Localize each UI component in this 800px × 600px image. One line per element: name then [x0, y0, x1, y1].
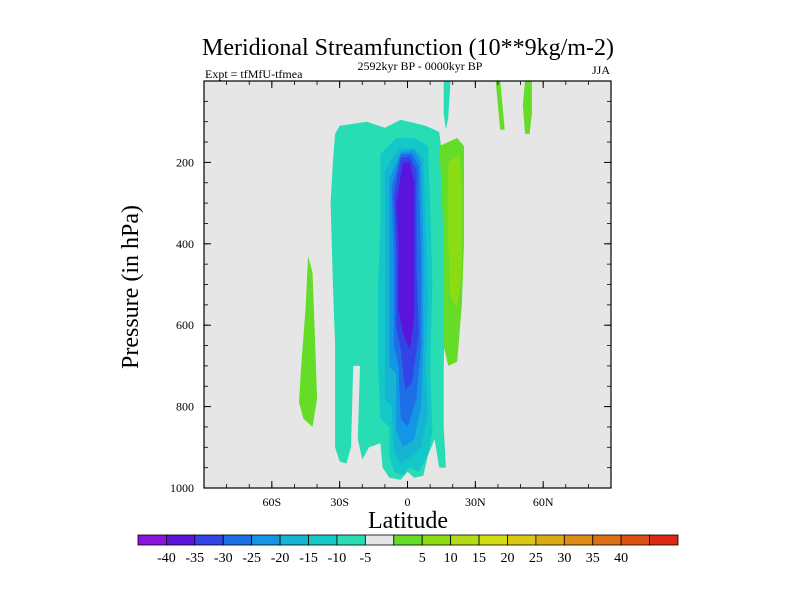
contour-region-pos5-12 — [495, 81, 505, 130]
contour-region-neg35-9 — [396, 162, 415, 350]
colorbar-box — [649, 534, 679, 546]
time-range-label: 2592kyr BP - 0000kyr BP — [358, 59, 483, 73]
colorbar-label: 35 — [586, 551, 600, 566]
colorbar-box — [535, 534, 565, 546]
colorbar-label: 25 — [529, 551, 543, 566]
colorbar-box — [166, 534, 196, 546]
colorbar-box — [592, 534, 622, 546]
contour-region-neg5-1 — [362, 166, 372, 285]
colorbar-box — [222, 534, 253, 546]
colorbar-label: 10 — [444, 551, 458, 566]
colorbar-box — [279, 534, 309, 546]
colorbar-label: -40 — [157, 551, 176, 566]
colorbar-box — [308, 534, 338, 546]
colorbar-box — [393, 534, 423, 546]
colorbar-box — [137, 534, 167, 546]
colorbar-box — [450, 534, 480, 546]
contour-region-pos5-13 — [522, 81, 532, 134]
season-label: JJA — [592, 63, 610, 77]
y-tick-label: 800 — [176, 400, 194, 414]
y-tick-label: 1000 — [170, 481, 194, 495]
x-tick-label: 30N — [465, 495, 486, 509]
axis-ticks-group: 60S 30S 0 30N 60N 200 400 600 800 1000 — [170, 80, 612, 509]
x-tick-label: 60N — [533, 495, 554, 509]
colorbar-label: -5 — [360, 551, 372, 566]
y-tick-label: 200 — [176, 155, 194, 169]
colorbar-label: -15 — [299, 551, 318, 566]
x-tick-label: 60S — [262, 495, 281, 509]
x-tick-label: 30S — [330, 495, 349, 509]
colorbar-label: 5 — [419, 551, 426, 566]
colorbar-box — [336, 534, 366, 546]
experiment-label: Expt = tfMfU-tfmea — [205, 67, 303, 81]
colorbar-label: -10 — [328, 551, 347, 566]
colorbar-label: 40 — [614, 551, 628, 566]
contour-region-neg5-2 — [341, 211, 351, 293]
colorbar-box — [620, 534, 650, 546]
contour-region-pos5-11 — [299, 256, 318, 427]
colorbar-label: -20 — [271, 551, 290, 566]
colorbar-box — [364, 534, 395, 546]
colorbar-box — [251, 534, 281, 546]
contour-fill-group — [299, 81, 532, 480]
colorbar: -40 -35 -30 -25 -20 -15 -10 -5 5 10 15 20 25 30 35 40 — [137, 534, 679, 566]
colorbar-label: -30 — [214, 551, 233, 566]
y-tick-label: 600 — [176, 318, 194, 332]
colorbar-box — [194, 534, 224, 546]
y-tick-label: 400 — [176, 237, 194, 251]
colorbar-box — [478, 534, 508, 546]
colorbar-box — [507, 534, 537, 546]
colorbar-box — [563, 534, 594, 546]
chart-title: Meridional Streamfunction (10**9kg/m-2) — [202, 35, 614, 61]
colorbar-label: 20 — [500, 551, 514, 566]
contour-region-pos10-14 — [448, 154, 462, 309]
colorbar-box — [421, 534, 452, 546]
y-axis-label: Pressure (in hPa) — [118, 205, 144, 369]
contour-region-neg5-3 — [443, 81, 451, 130]
x-tick-label: 0 — [405, 495, 411, 509]
x-axis-label: Latitude — [368, 508, 448, 534]
colorbar-label: -35 — [186, 551, 205, 566]
colorbar-label: 30 — [557, 551, 571, 566]
colorbar-label: -25 — [242, 551, 261, 566]
colorbar-label: 15 — [472, 551, 486, 566]
